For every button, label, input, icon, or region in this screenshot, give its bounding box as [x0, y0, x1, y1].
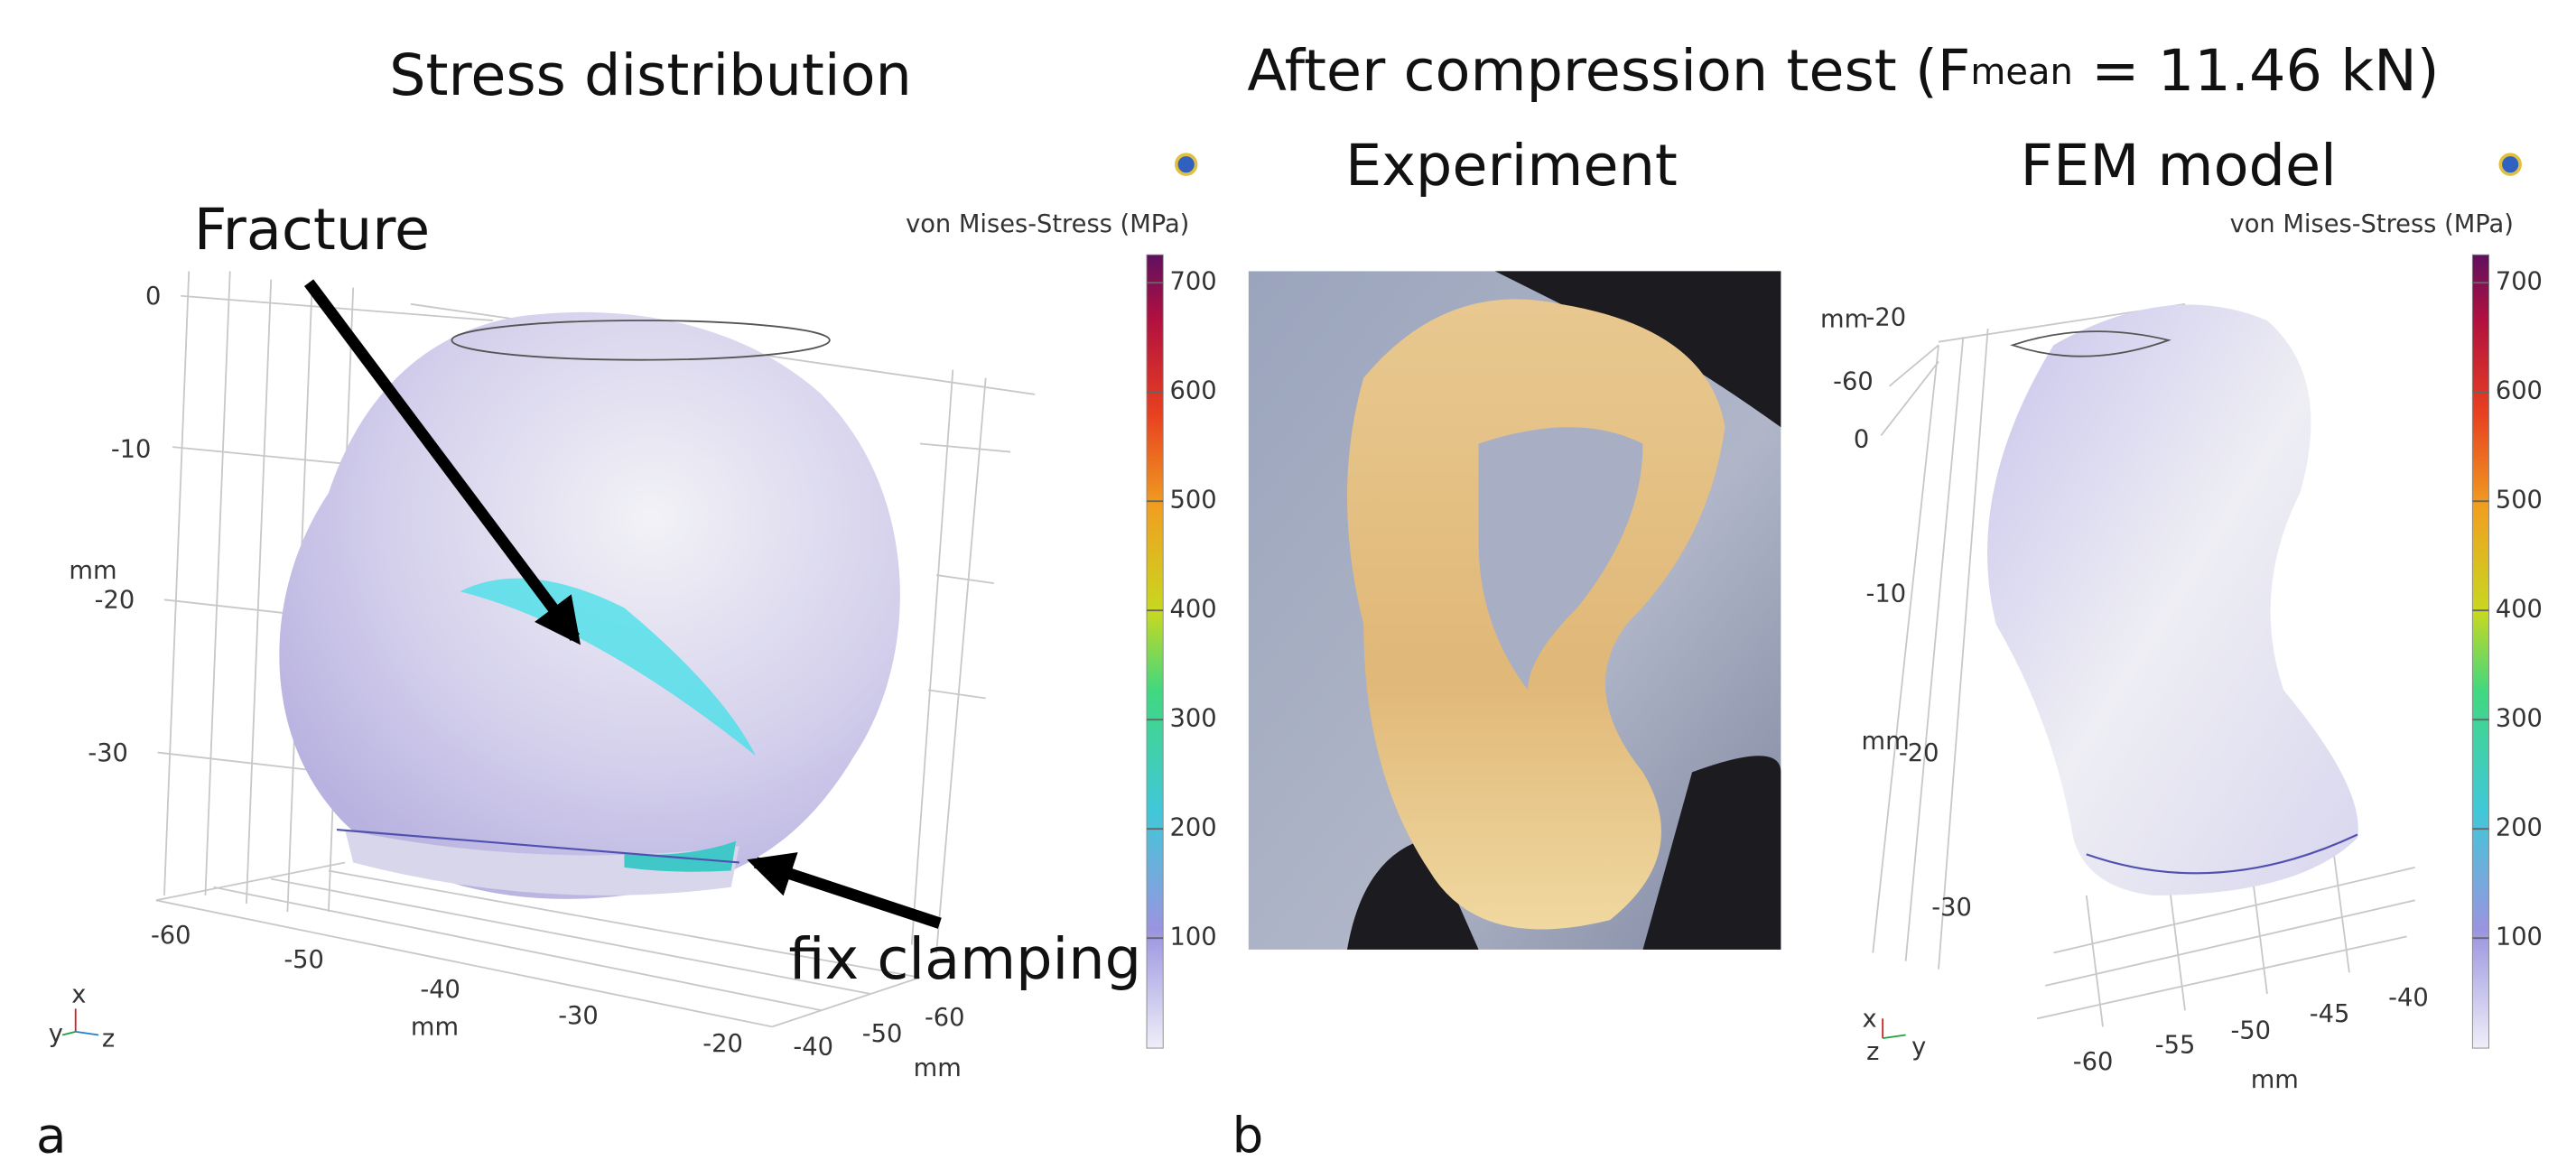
tick-label: -60: [2073, 1048, 2114, 1076]
panel-title: Stress distribution: [389, 42, 912, 109]
subheading: FEM model: [2021, 133, 2337, 200]
tick-label: -10: [111, 435, 152, 463]
tick-label: x: [71, 980, 86, 1008]
colorbar-tick-label: 500: [1169, 487, 1216, 515]
title-subscript: mean: [1970, 51, 2072, 93]
colorbar-tick-label: 100: [1169, 923, 1216, 951]
tick-label: -20: [95, 587, 135, 615]
colorbar-tick-label: 200: [2496, 814, 2543, 842]
panel-letter: a: [36, 1106, 66, 1160]
annotation: fix clamping: [788, 926, 1141, 993]
axis-label: mm: [1820, 306, 1868, 334]
tick-label: -30: [1931, 894, 1972, 922]
axis-label: mm: [411, 1014, 459, 1042]
axis-label: mm: [2251, 1066, 2299, 1094]
tick-label: -45: [2310, 1000, 2350, 1028]
axis-label: mm: [69, 557, 116, 585]
tick-label: y: [1911, 1034, 1926, 1062]
tick-label: -40: [2388, 984, 2429, 1012]
colorbar-tick-label: 300: [1169, 705, 1216, 733]
panel-letter: b: [1232, 1106, 1264, 1160]
tick-label: -20: [702, 1030, 743, 1058]
colorbar-label: von Mises-Stress (MPa): [906, 210, 1189, 238]
colorbar-tick-label: 600: [1169, 377, 1216, 405]
tick-label: y: [49, 1020, 63, 1048]
tick-label: 0: [1854, 425, 1869, 453]
tick-label: -10: [1866, 580, 1907, 608]
colorbar: [2472, 255, 2488, 1048]
colorbar-tick-label: 100: [2496, 923, 2543, 951]
triad: [1883, 1018, 1905, 1038]
annotation: Fracture: [194, 197, 430, 264]
clamp-arrow: [756, 862, 940, 923]
tick-label: -60: [151, 922, 191, 950]
tick-label: x: [1863, 1006, 1877, 1034]
colorbar-tick-label: 400: [2496, 596, 2543, 624]
colorbar-tick-label: 700: [1169, 268, 1216, 296]
tick-label: -50: [284, 946, 324, 974]
triad: [62, 1008, 98, 1035]
tick-label: z: [1866, 1038, 1879, 1066]
colorbar-label: von Mises-Stress (MPa): [2230, 210, 2514, 238]
tick-label: -40: [420, 976, 460, 1004]
colorbar-tick-label: 200: [1169, 814, 1216, 842]
fem-model: [1987, 305, 2358, 896]
title-part: After compression test (F: [1247, 38, 1970, 105]
tick-label: -30: [88, 739, 128, 767]
colorbar-tick-label: 600: [2496, 377, 2543, 405]
tick-label: -40: [793, 1034, 833, 1062]
tick-label: -20: [1866, 304, 1907, 332]
colorbar: [1147, 255, 1163, 1048]
axis-label: mm: [914, 1054, 962, 1082]
tick-label: -60: [925, 1004, 965, 1032]
tick-label: -50: [862, 1020, 903, 1048]
icon: [1176, 154, 1196, 174]
title-part: = 11.46 kN): [2073, 38, 2440, 105]
colorbar-tick-label: 700: [2496, 268, 2543, 296]
tick-label: 0: [145, 283, 161, 311]
colorbar-tick-label: 300: [2496, 705, 2543, 733]
colorbar-tick-label: 500: [2496, 487, 2543, 515]
icon: [2500, 154, 2520, 174]
subheading: Experiment: [1345, 133, 1678, 200]
tick-label: z: [102, 1025, 115, 1053]
tick-label: -60: [1833, 368, 1874, 396]
tick-label: -55: [2155, 1032, 2196, 1060]
panel-title: After compression test (Fmean = 11.46 kN…: [1247, 38, 2439, 105]
tick-label: -20: [1899, 739, 1939, 767]
tick-label: -50: [2230, 1016, 2271, 1044]
colorbar-tick-label: 400: [1169, 596, 1216, 624]
figure: Stress distribution Fracture fix clampin…: [0, 0, 2576, 1160]
tick-label: -30: [558, 1002, 599, 1030]
